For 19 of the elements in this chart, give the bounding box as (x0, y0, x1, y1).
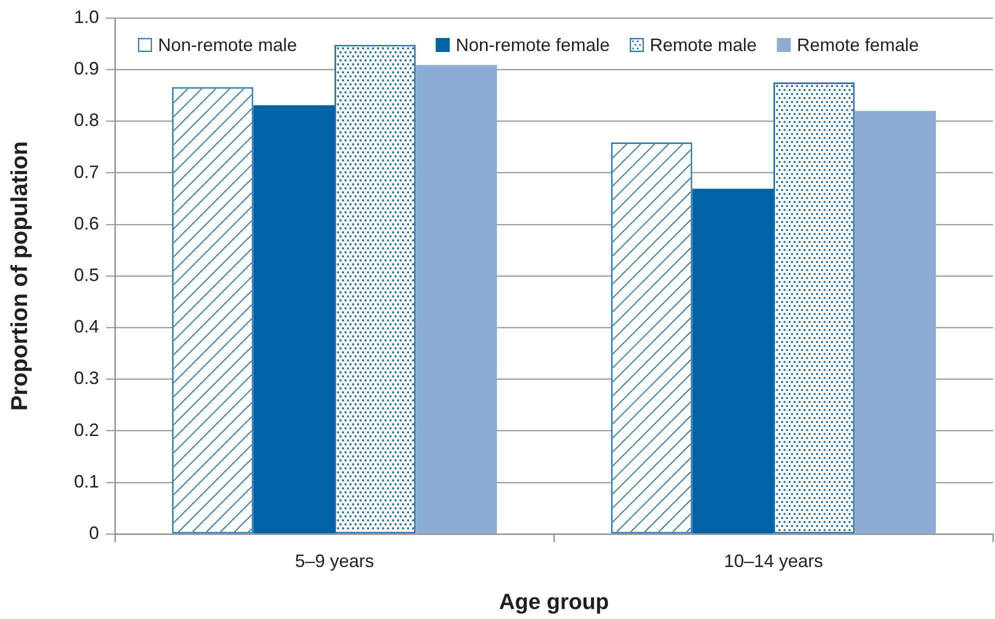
x-axis-title: Age group (499, 588, 609, 614)
x-tick-label: 10–14 years (724, 550, 824, 571)
y-tick-label: 0.5 (74, 264, 99, 285)
y-tick-label: 0.8 (74, 110, 99, 130)
y-tick-label: 0.9 (74, 58, 99, 79)
y-tick-label: 1.0 (74, 6, 99, 27)
y-tick-label: 0.3 (74, 368, 99, 388)
y-tick-label: 0.7 (74, 162, 99, 182)
y-tick-label: 0.1 (74, 471, 99, 492)
y-tick-label: 0.4 (74, 316, 99, 337)
y-tick-label: 0.2 (74, 420, 99, 440)
legend-label: Remote male (650, 34, 757, 55)
legend-label: Non-remote male (158, 34, 298, 55)
legend-label: Non-remote female (456, 34, 610, 55)
y-axis-title: Proportion of population (6, 141, 32, 411)
x-tick-label: 5–9 years (294, 550, 374, 571)
y-tick-label: 0.6 (74, 213, 99, 234)
legend-label: Remote female (796, 34, 919, 55)
y-tick-label: 0 (88, 522, 99, 543)
